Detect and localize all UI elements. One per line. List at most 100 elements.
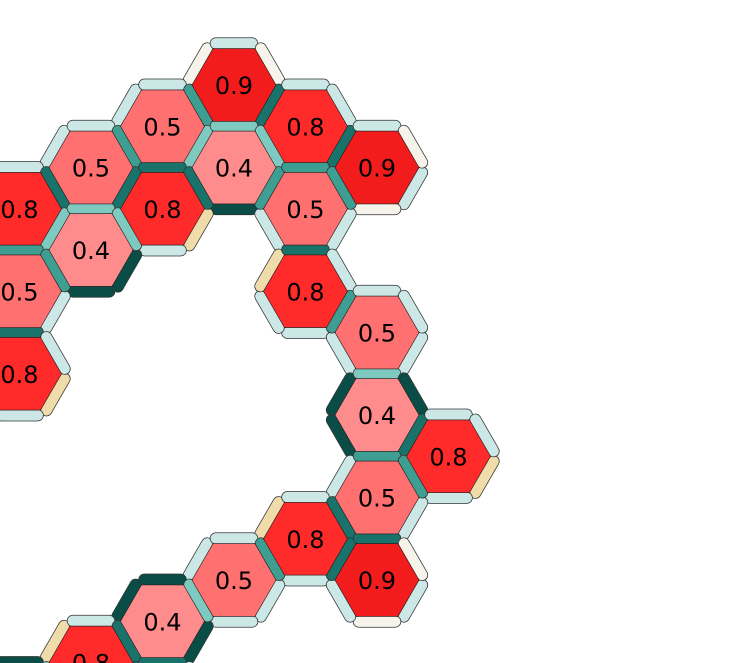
hex-edge-segment <box>112 125 142 168</box>
hex-cell-shape <box>120 584 205 658</box>
hex-edge-segment <box>40 208 70 251</box>
hex-edge-segment <box>41 249 70 292</box>
hex-cell[interactable]: 0.5 <box>120 89 205 163</box>
hex-cell-value: 0.8 <box>286 278 324 306</box>
hex-edge-segment <box>255 125 285 168</box>
hex-cell[interactable]: 0.5 <box>334 460 420 535</box>
hex-cell-value: 0.4 <box>358 402 396 430</box>
edge-layer <box>0 37 500 663</box>
hex-cell[interactable]: 0.4 <box>120 584 205 658</box>
hex-edge-segment <box>41 166 70 210</box>
hex-edge-segment <box>470 455 499 499</box>
hex-cell[interactable]: 0.9 <box>334 543 420 617</box>
hex-edge-segment <box>40 125 70 168</box>
hex-edge-segment <box>326 332 356 375</box>
hex-cell[interactable]: 0.5 <box>263 172 348 246</box>
hex-edge-segment <box>326 290 356 333</box>
hex-edge-segment <box>326 579 356 622</box>
hex-cell-shape <box>334 460 420 535</box>
hex-cell-shape <box>191 130 277 205</box>
hex-cell-value: 0.5 <box>358 320 396 348</box>
hex-cell[interactable]: 0.5 <box>191 543 277 617</box>
hex-cell[interactable]: 0.4 <box>334 378 420 452</box>
hex-cell-shape <box>120 172 205 246</box>
hex-cell[interactable]: 0.8 <box>0 172 62 246</box>
hex-cell[interactable]: 0.5 <box>334 295 420 370</box>
hex-cell[interactable]: 0.8 <box>263 89 348 163</box>
hex-cell-shape <box>0 254 62 328</box>
hex-cell-shape <box>334 130 420 205</box>
hex-cell-value: 0.5 <box>358 485 396 513</box>
hex-edge-segment <box>112 620 142 663</box>
hex-edge-segment <box>112 84 141 127</box>
hex-cell[interactable]: 0.4 <box>191 130 277 205</box>
hex-cell-value: 0.5 <box>286 196 324 224</box>
hex-edge-segment <box>112 249 142 292</box>
hex-cell-shape <box>48 130 134 205</box>
hex-cell-value: 0.8 <box>72 650 110 663</box>
hex-edge-segment <box>184 208 213 251</box>
hex-edge-segment <box>327 496 356 540</box>
hex-cell[interactable]: 0.5 <box>48 130 134 205</box>
hex-cell-value: 0.9 <box>215 72 253 100</box>
hex-cell-shape <box>263 502 348 576</box>
hex-cell-shape <box>0 172 62 246</box>
hex-cell[interactable]: 0.9 <box>191 48 277 122</box>
hex-cell-value: 0.8 <box>286 526 324 554</box>
hex-edge-segment <box>327 166 356 210</box>
hex-cell-shape <box>191 543 277 617</box>
hex-cell-shape <box>334 378 420 452</box>
hex-edge-segment <box>326 373 356 416</box>
hex-cell[interactable]: 0.8 <box>0 337 62 411</box>
hex-cell-shape <box>406 419 491 493</box>
hex-edge-segment <box>255 290 284 334</box>
hex-cell[interactable]: 0.8 <box>263 254 348 328</box>
hex-cell[interactable]: 0.4 <box>48 213 134 287</box>
hex-cell-shape <box>263 172 348 246</box>
hex-cell-shape <box>48 213 134 287</box>
hex-edge-segment <box>112 579 141 622</box>
hex-cell-value: 0.8 <box>429 443 467 471</box>
hex-edge-segment <box>398 579 428 622</box>
hex-edge-segment <box>255 249 284 292</box>
hex-edge-segment <box>255 208 284 251</box>
hex-cell[interactable]: 0.8 <box>406 419 491 493</box>
hex-cell[interactable]: 0.5 <box>0 254 62 328</box>
hex-cell-value: 0.5 <box>0 278 38 306</box>
hex-edge-segment <box>398 290 428 333</box>
hex-cell[interactable]: 0.8 <box>263 502 348 576</box>
hex-cell-value: 0.4 <box>143 608 181 636</box>
hex-cell-shape <box>0 337 62 411</box>
hex-edge-segment <box>326 455 356 498</box>
hex-cell-value: 0.8 <box>0 361 38 389</box>
hex-cell-value: 0.5 <box>215 567 253 595</box>
hex-cell-value: 0.5 <box>143 113 181 141</box>
hex-edge-segment <box>255 43 285 86</box>
hex-edge-segment <box>398 497 428 540</box>
hex-edge-segment <box>184 579 213 622</box>
hex-cell-shape <box>334 295 420 370</box>
hex-edge-segment <box>327 208 356 251</box>
hex-cell-value: 0.8 <box>286 113 324 141</box>
hex-cell-value: 0.4 <box>72 237 110 265</box>
hex-cell-value: 0.5 <box>72 155 110 183</box>
hex-cell[interactable]: 0.8 <box>120 172 205 246</box>
hex-edge-segment <box>327 249 356 292</box>
hex-edge-segment <box>112 208 142 251</box>
hex-edge-segment <box>41 373 70 416</box>
hex-edge-segment <box>470 414 499 457</box>
hex-edge-segment <box>398 167 428 210</box>
hex-edge-segment <box>398 373 428 416</box>
hex-cell[interactable]: 0.9 <box>334 130 420 205</box>
hex-edge-segment <box>398 538 428 581</box>
hex-edge-segment <box>183 125 213 168</box>
hex-edge-segment <box>398 125 428 168</box>
hex-edge-segment <box>255 538 285 581</box>
hex-edge-segment <box>398 414 427 457</box>
hex-cell-shape <box>120 89 205 163</box>
hex-cell-shape <box>263 89 348 163</box>
hex-edge-segment <box>327 84 356 127</box>
hex-edge-segment <box>183 43 213 86</box>
hex-cell-value: 0.8 <box>143 196 181 224</box>
hex-cell-value: 0.8 <box>0 196 38 224</box>
